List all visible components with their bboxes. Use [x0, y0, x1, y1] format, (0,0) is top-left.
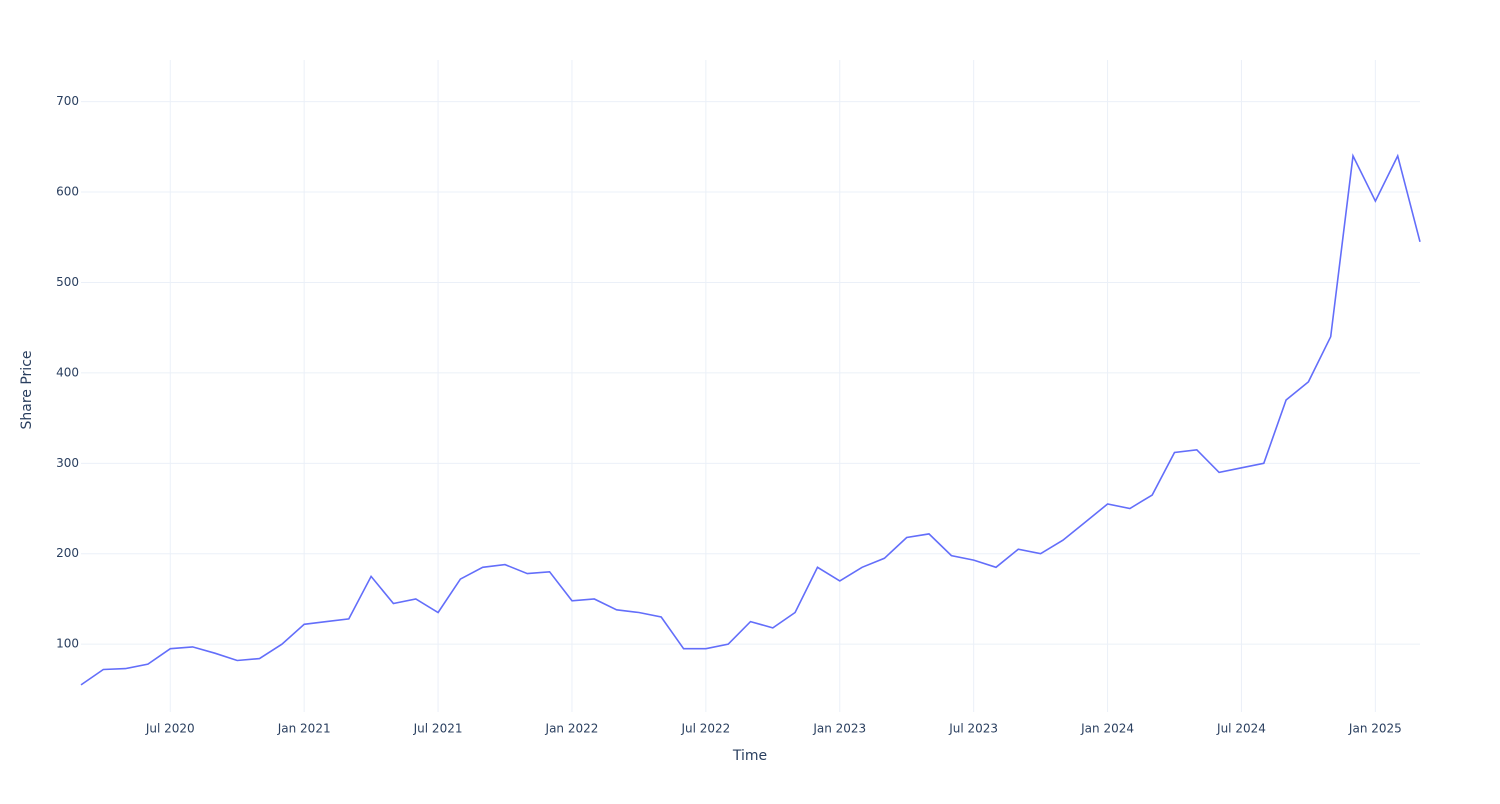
grid	[81, 60, 1420, 712]
x-tick-label: Jan 2023	[812, 722, 866, 736]
y-tick-label: 100	[56, 637, 79, 651]
y-axis-title: Share Price	[19, 350, 35, 429]
y-tick-label: 200	[56, 546, 79, 560]
x-tick-label: Jul 2022	[680, 722, 730, 736]
price-line	[80, 153, 1421, 686]
x-tick-label: Jul 2021	[413, 722, 463, 736]
x-tick-label: Jan 2025	[1348, 722, 1402, 736]
x-tick-label: Jan 2024	[1080, 722, 1134, 736]
x-tick-label: Jan 2021	[277, 722, 331, 736]
x-tick-label: Jul 2024	[1216, 722, 1266, 736]
y-tick-label: 400	[56, 365, 79, 379]
x-tick-label: Jul 2020	[145, 722, 195, 736]
y-tick-label: 600	[56, 185, 79, 199]
x-axis-title: Time	[732, 748, 767, 764]
y-tick-label: 700	[56, 94, 79, 108]
x-tick-label: Jan 2022	[545, 722, 599, 736]
x-tick-label: Jul 2023	[948, 722, 998, 736]
y-tick-label: 300	[56, 456, 79, 470]
y-tick-label: 500	[56, 275, 79, 289]
